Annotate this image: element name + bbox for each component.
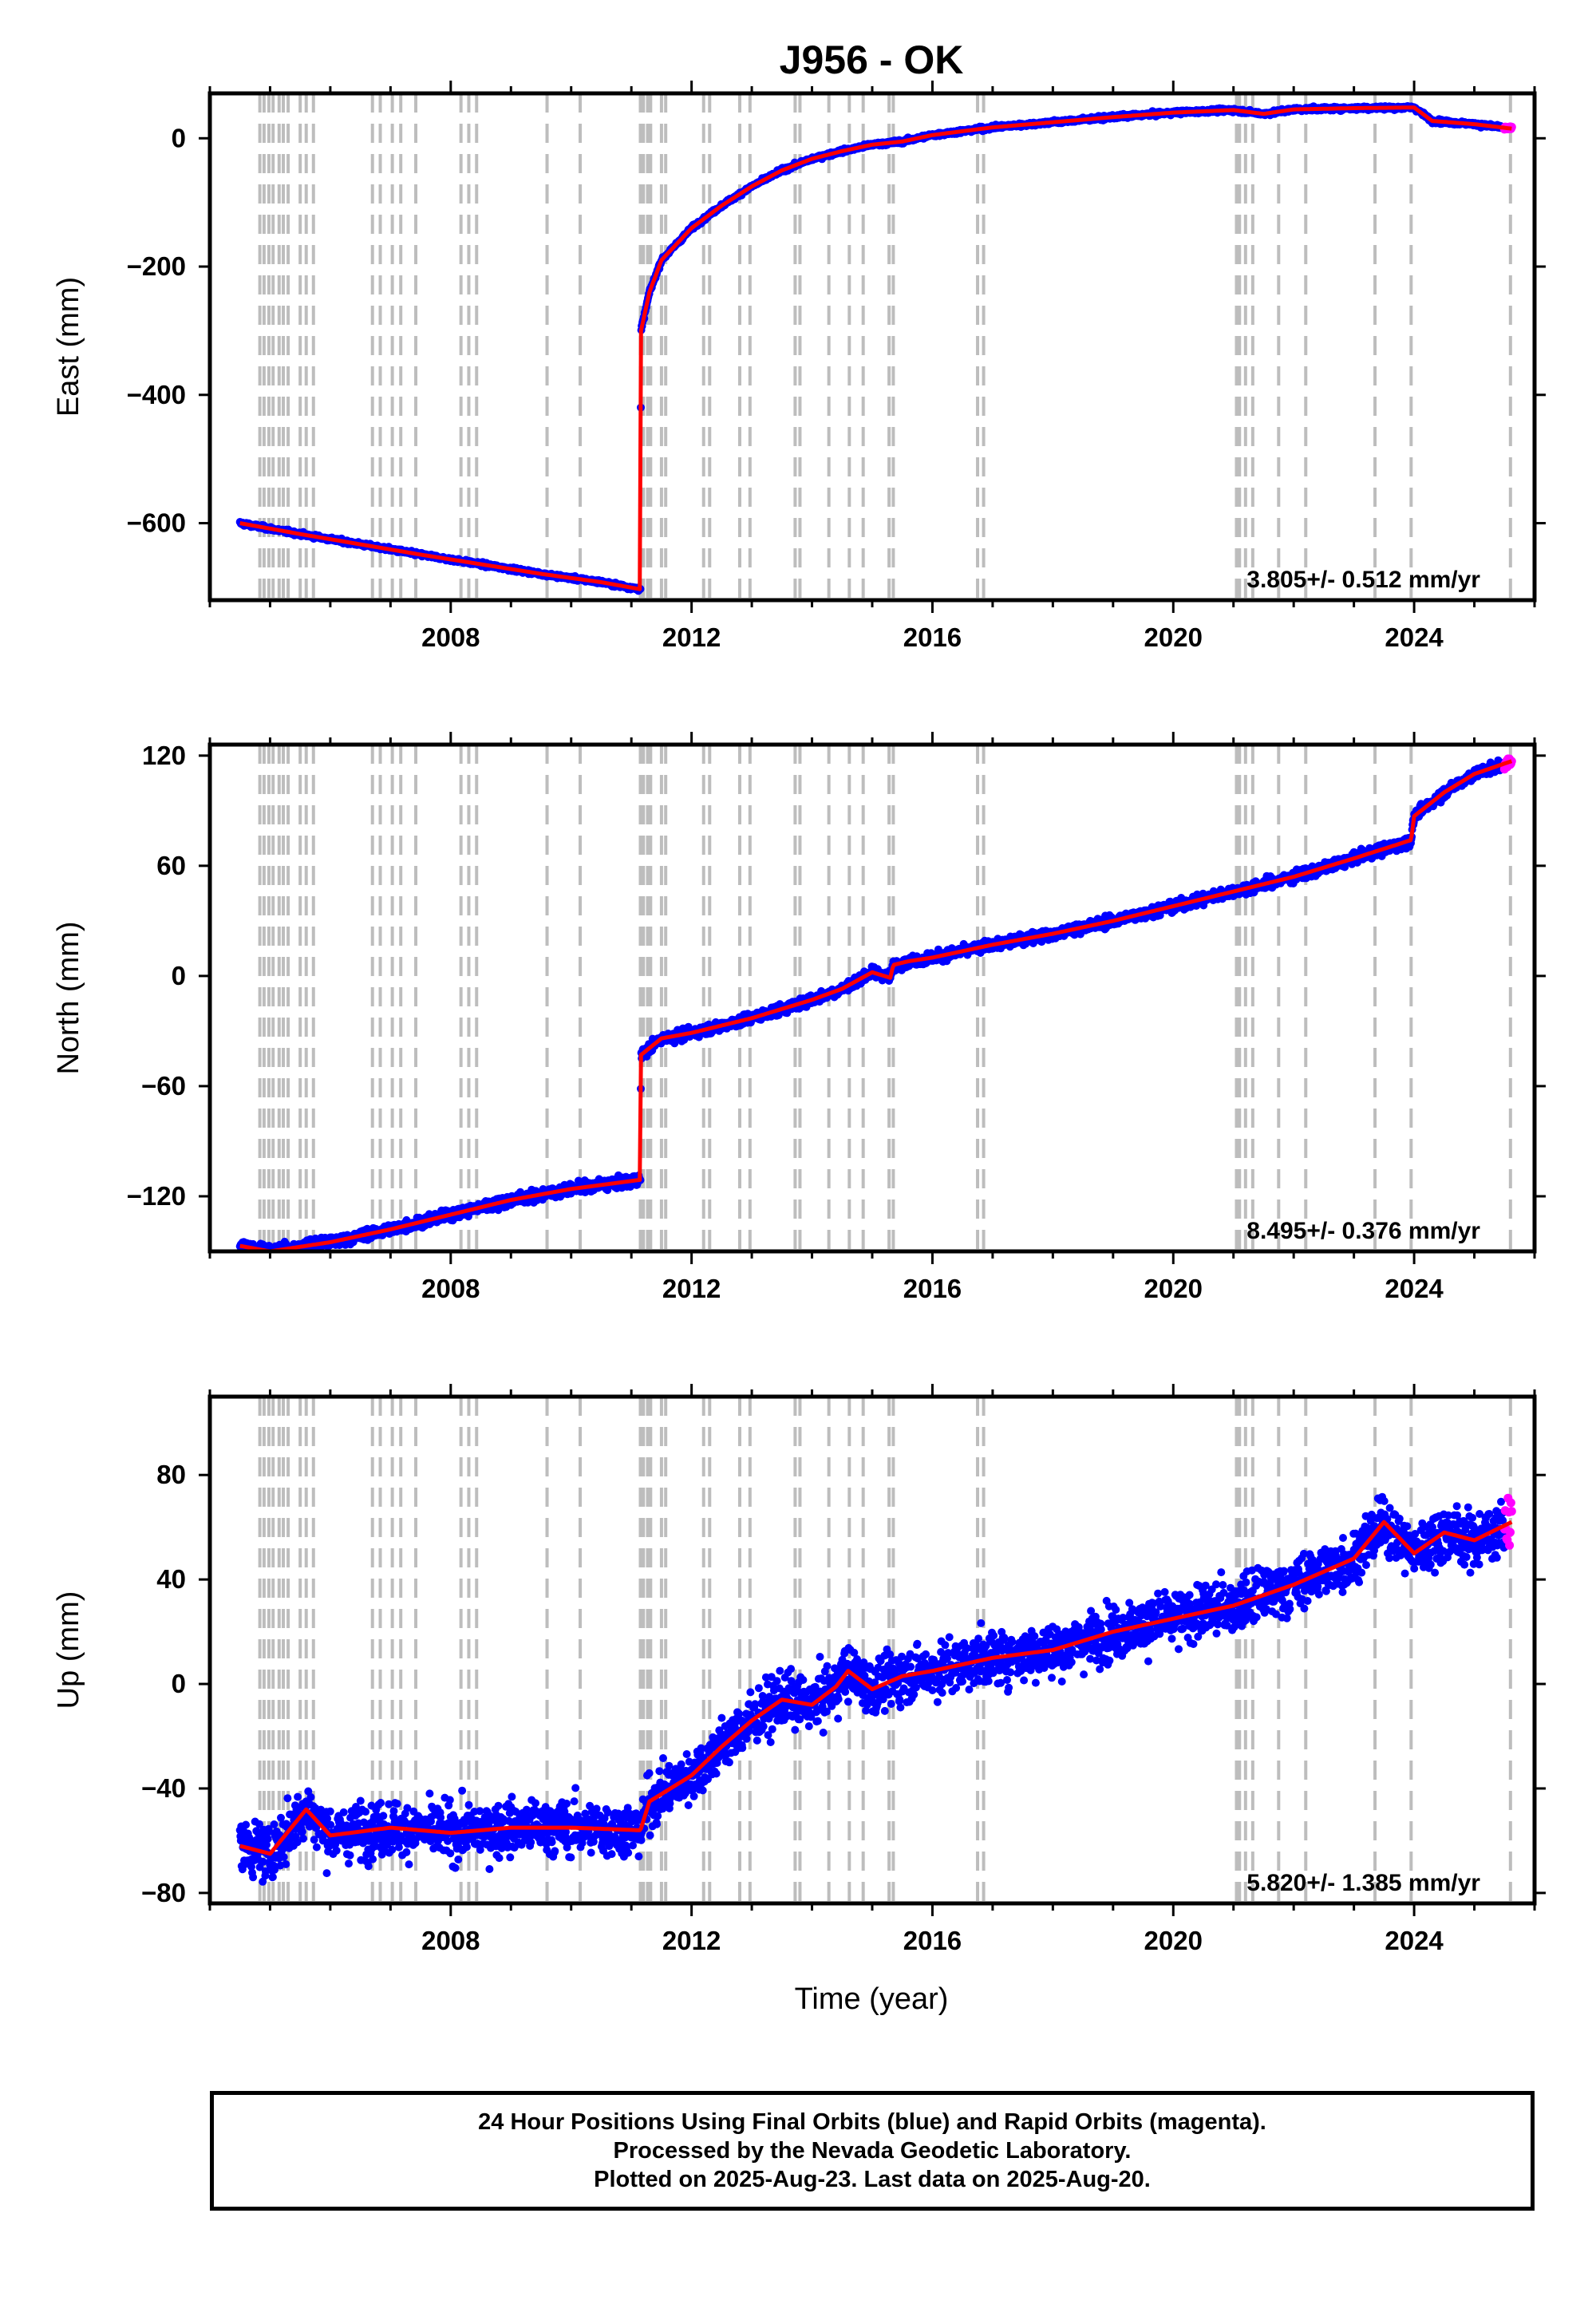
velocity-label: 3.805+/- 0.512 mm/yr [1246, 567, 1480, 593]
figure-title: J956 - OK [780, 38, 964, 82]
y-axis-title: East (mm) [52, 277, 85, 417]
x-tick-label: 2024 [1385, 622, 1444, 652]
final-orbit-points [235, 102, 1508, 595]
plot-area [235, 93, 1516, 600]
x-tick-label: 2012 [662, 622, 721, 652]
plot-area [235, 745, 1516, 1251]
x-tick-label: 2020 [1144, 622, 1203, 652]
panel-frame [207, 91, 1537, 603]
panel-east: 0 −200 −400 −600 2008 2012 2016 2020 2024 East (m… [52, 81, 1546, 652]
panels: 0 −200 −400 −600 2008 2012 2016 2020 2024 East (m… [52, 81, 1546, 1955]
final-orbit-points [235, 756, 1508, 1251]
y-tick-label: −400 [127, 380, 186, 409]
y-tick-label: −200 [127, 251, 186, 281]
x-tick-label: 2016 [903, 622, 962, 652]
y-tick-label: 0 [172, 123, 186, 152]
model-fit-line [239, 105, 1513, 591]
y-tick-label: −600 [127, 508, 186, 538]
x-tick-label: 2008 [421, 622, 480, 652]
